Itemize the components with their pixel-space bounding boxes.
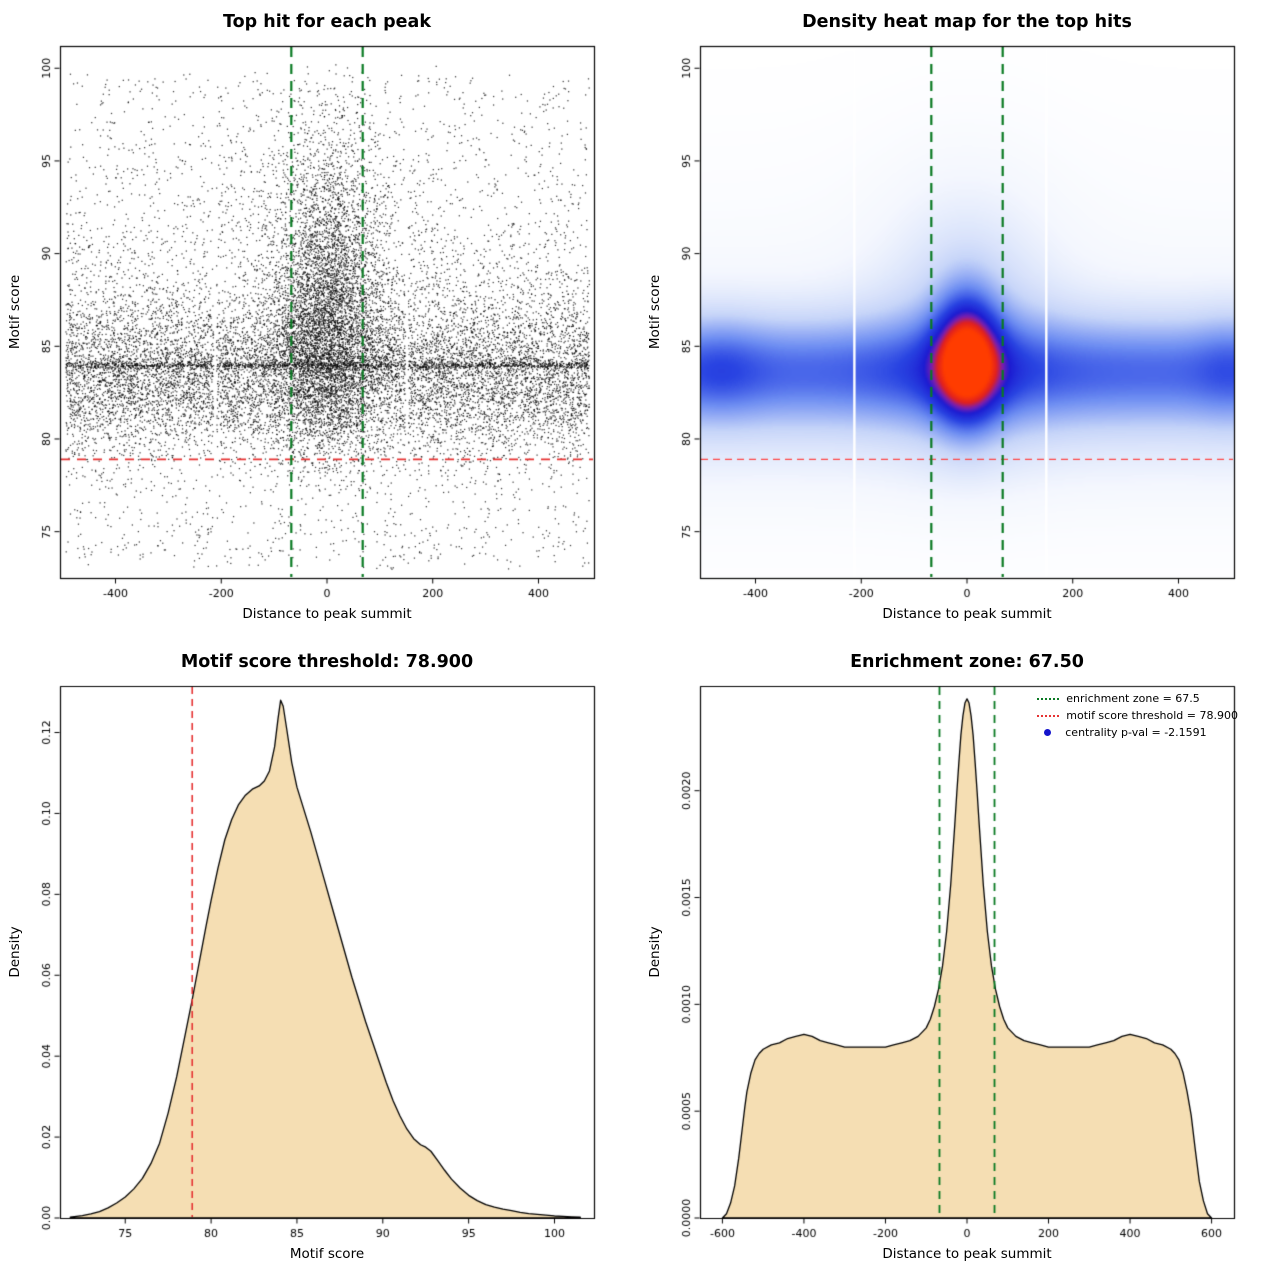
dot-swatch-blue bbox=[1044, 729, 1052, 736]
plot-legend: enrichment zone = 67.5 motif score thres… bbox=[1037, 692, 1238, 739]
y-axis-label: Motif score bbox=[647, 274, 663, 350]
legend-item-score-threshold: motif score threshold = 78.900 bbox=[1037, 709, 1238, 722]
legend-item-enrichment-zone: enrichment zone = 67.5 bbox=[1037, 692, 1200, 705]
panel-title: Top hit for each peak bbox=[223, 12, 431, 32]
legend-item-centrality-pval: centrality p-val = -2.1591 bbox=[1037, 726, 1207, 739]
score-density-canvas bbox=[0, 640, 640, 1280]
scatter-plot-canvas bbox=[0, 0, 640, 640]
y-axis-label: Motif score bbox=[7, 274, 23, 350]
y-axis-label: Density bbox=[647, 926, 663, 978]
x-axis-label: Distance to peak summit bbox=[882, 606, 1052, 622]
x-axis-label: Motif score bbox=[289, 1246, 365, 1262]
legend-label: centrality p-val = -2.1591 bbox=[1065, 726, 1207, 739]
panel-distance-density: Enrichment zone: 67.50 Density Distance … bbox=[640, 640, 1280, 1280]
panel-title: Motif score threshold: 78.900 bbox=[180, 652, 474, 672]
legend-label: enrichment zone = 67.5 bbox=[1066, 692, 1200, 705]
dotted-line-swatch-red bbox=[1037, 714, 1060, 717]
legend-label: motif score threshold = 78.900 bbox=[1066, 709, 1238, 722]
panel-title: Density heat map for the top hits bbox=[802, 12, 1132, 32]
panel-density-heatmap: Density heat map for the top hits Motif … bbox=[640, 0, 1280, 640]
dotted-line-swatch-green bbox=[1037, 697, 1060, 700]
heatmap-canvas bbox=[640, 0, 1280, 640]
distance-density-canvas bbox=[640, 640, 1280, 1280]
panel-scatter-top-hits: Top hit for each peak Motif score Distan… bbox=[0, 0, 640, 640]
x-axis-label: Distance to peak summit bbox=[242, 606, 412, 622]
x-axis-label: Distance to peak summit bbox=[882, 1246, 1052, 1262]
y-axis-label: Density bbox=[7, 926, 23, 978]
panel-motif-score-density: Motif score threshold: 78.900 Density Mo… bbox=[0, 640, 640, 1280]
panel-title: Enrichment zone: 67.50 bbox=[850, 652, 1084, 672]
